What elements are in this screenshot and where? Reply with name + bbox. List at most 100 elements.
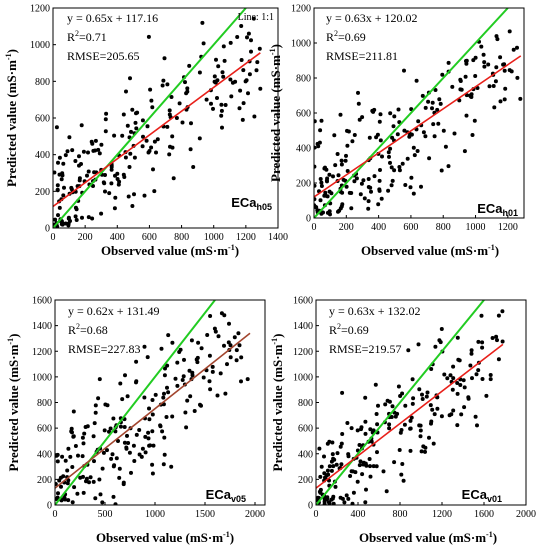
data-point — [388, 146, 393, 151]
data-point — [70, 500, 75, 505]
data-point — [399, 472, 404, 477]
data-point — [378, 168, 382, 172]
y-tick-label: 800 — [298, 398, 313, 409]
data-point — [170, 134, 175, 139]
data-point — [418, 434, 423, 439]
y-axis-label-close: ) — [268, 44, 283, 48]
data-point — [381, 469, 386, 474]
data-point — [73, 444, 78, 448]
data-point — [367, 135, 372, 140]
data-point — [419, 184, 423, 189]
x-axis-label-close: ) — [495, 243, 499, 258]
data-point — [431, 122, 436, 127]
data-point — [56, 491, 60, 496]
data-point — [118, 381, 123, 386]
data-point — [146, 34, 151, 39]
fit-line — [316, 343, 504, 489]
data-point — [97, 151, 102, 156]
data-point — [162, 56, 167, 61]
panel-label-main: ECa — [231, 195, 257, 210]
data-point — [473, 414, 478, 419]
data-point — [146, 436, 151, 441]
data-point — [117, 466, 122, 471]
data-point — [129, 470, 133, 475]
data-point — [410, 377, 415, 382]
x-tick-label: 1500 — [195, 509, 215, 520]
data-point — [146, 430, 151, 435]
y-axis-label-text: Predicted value (mS·m — [4, 60, 19, 187]
points-series — [55, 311, 250, 505]
data-point — [408, 426, 413, 431]
data-point — [245, 35, 249, 40]
data-point — [187, 63, 192, 68]
r2-sup: 2 — [334, 29, 338, 38]
data-point — [418, 423, 423, 428]
data-point — [208, 314, 213, 318]
data-point — [395, 132, 400, 137]
data-point — [200, 20, 205, 25]
data-point — [340, 432, 345, 436]
data-point — [352, 179, 357, 184]
data-point — [323, 475, 327, 480]
data-point — [100, 466, 105, 471]
data-point — [463, 74, 468, 79]
data-point — [61, 161, 66, 166]
data-point — [68, 219, 72, 223]
data-point — [443, 144, 448, 149]
y-tick-label: 200 — [296, 179, 311, 190]
data-point — [484, 393, 489, 398]
data-point — [128, 151, 133, 156]
data-point — [167, 108, 172, 113]
data-point — [60, 222, 65, 227]
data-point — [126, 194, 131, 199]
data-point — [314, 183, 317, 188]
data-point — [507, 29, 512, 34]
data-point — [338, 112, 343, 117]
data-point — [201, 375, 206, 380]
fit-line — [55, 332, 251, 489]
data-point — [77, 178, 82, 183]
data-point — [180, 378, 185, 382]
data-point — [77, 163, 81, 168]
data-point — [392, 168, 397, 173]
data-point — [65, 149, 70, 154]
data-point — [123, 155, 128, 160]
data-point — [208, 387, 213, 392]
data-point — [342, 500, 347, 505]
data-point — [92, 459, 96, 464]
data-point — [495, 37, 500, 42]
rmse-annotation: RMSE=227.83 — [68, 342, 140, 356]
data-point — [232, 335, 237, 340]
data-point — [180, 120, 185, 125]
data-point — [112, 206, 117, 211]
data-point — [423, 105, 428, 110]
data-point — [359, 181, 364, 186]
data-point — [388, 160, 392, 165]
data-point — [127, 450, 132, 455]
data-point — [345, 143, 350, 148]
data-point — [420, 392, 424, 397]
y-axis-label-sup: -1 — [4, 53, 13, 60]
data-point — [389, 183, 394, 188]
data-point — [162, 391, 166, 396]
data-point — [92, 421, 97, 426]
data-point — [142, 395, 147, 400]
data-point — [219, 102, 224, 107]
y-tick-label: 600 — [35, 114, 50, 125]
data-point — [57, 155, 62, 160]
data-point — [430, 106, 434, 111]
data-point — [228, 343, 233, 348]
data-point — [227, 321, 231, 326]
data-point — [330, 452, 335, 457]
data-point — [316, 495, 321, 500]
data-point — [411, 191, 416, 196]
data-point — [338, 444, 343, 449]
data-point — [198, 402, 202, 407]
data-point — [76, 453, 80, 458]
x-axis-label: Observed value (mS·m-1) — [96, 530, 234, 545]
data-point — [402, 68, 406, 73]
data-point — [86, 169, 91, 174]
x-tick-label: 0 — [314, 509, 319, 520]
data-point — [105, 448, 109, 453]
r2-value: =0.68 — [80, 323, 108, 337]
